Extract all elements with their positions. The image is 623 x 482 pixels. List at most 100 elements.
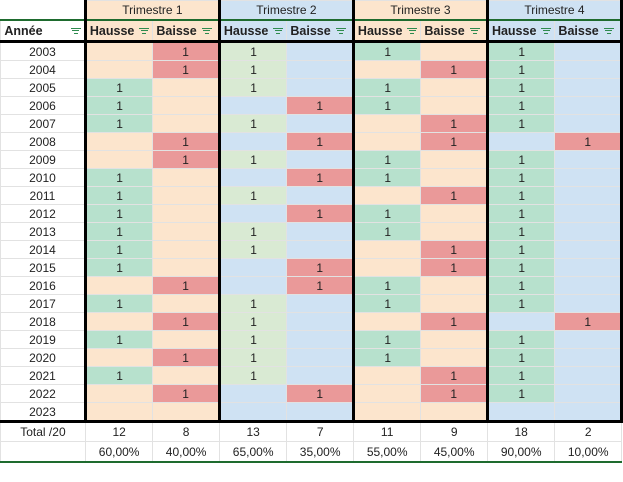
filter-icon[interactable] bbox=[202, 27, 212, 35]
baisse-cell[interactable] bbox=[152, 240, 221, 259]
hausse-cell[interactable] bbox=[83, 60, 154, 79]
year-cell[interactable]: 2014 bbox=[0, 240, 86, 259]
baisse-cell[interactable]: 1 bbox=[420, 240, 489, 259]
year-cell[interactable]: 2023 bbox=[0, 402, 86, 422]
column-header-baisse[interactable]: Baisse bbox=[420, 19, 489, 43]
baisse-cell[interactable] bbox=[152, 222, 221, 241]
total-cell[interactable]: 13 bbox=[218, 420, 288, 442]
hausse-cell[interactable]: 1 bbox=[485, 366, 556, 385]
hausse-cell[interactable]: 1 bbox=[83, 114, 154, 133]
baisse-cell[interactable] bbox=[554, 41, 623, 61]
filter-icon[interactable] bbox=[71, 27, 81, 35]
percentage-cell[interactable]: 60,00% bbox=[84, 441, 154, 463]
hausse-cell[interactable]: 1 bbox=[485, 96, 556, 115]
hausse-cell[interactable]: 1 bbox=[83, 240, 154, 259]
hausse-cell[interactable]: 1 bbox=[217, 222, 288, 241]
baisse-cell[interactable] bbox=[152, 366, 221, 385]
hausse-cell[interactable] bbox=[351, 258, 422, 277]
hausse-cell[interactable] bbox=[83, 132, 154, 151]
year-cell[interactable]: 2018 bbox=[0, 312, 86, 331]
baisse-cell[interactable] bbox=[554, 168, 623, 187]
column-header-hausse[interactable]: Hausse bbox=[485, 19, 556, 43]
baisse-cell[interactable]: 1 bbox=[286, 258, 355, 277]
hausse-cell[interactable] bbox=[351, 312, 422, 331]
hausse-cell[interactable] bbox=[83, 384, 154, 403]
baisse-cell[interactable] bbox=[152, 204, 221, 223]
baisse-cell[interactable] bbox=[286, 312, 355, 331]
baisse-cell[interactable] bbox=[286, 294, 355, 313]
hausse-cell[interactable]: 1 bbox=[485, 240, 556, 259]
hausse-cell[interactable] bbox=[217, 204, 288, 223]
hausse-cell[interactable] bbox=[217, 384, 288, 403]
hausse-cell[interactable]: 1 bbox=[217, 348, 288, 367]
hausse-cell[interactable]: 1 bbox=[83, 78, 154, 97]
hausse-cell[interactable] bbox=[83, 402, 154, 422]
baisse-cell[interactable] bbox=[286, 348, 355, 367]
total-label[interactable]: Total /20 bbox=[0, 420, 86, 442]
hausse-cell[interactable]: 1 bbox=[351, 96, 422, 115]
baisse-cell[interactable]: 1 bbox=[152, 348, 221, 367]
percentage-cell[interactable]: 90,00% bbox=[486, 441, 556, 463]
hausse-cell[interactable] bbox=[351, 402, 422, 422]
baisse-cell[interactable] bbox=[554, 60, 623, 79]
year-cell[interactable]: 2022 bbox=[0, 384, 86, 403]
baisse-cell[interactable]: 1 bbox=[420, 384, 489, 403]
hausse-cell[interactable]: 1 bbox=[217, 366, 288, 385]
hausse-cell[interactable]: 1 bbox=[485, 114, 556, 133]
baisse-cell[interactable]: 1 bbox=[286, 384, 355, 403]
baisse-cell[interactable]: 1 bbox=[554, 312, 623, 331]
year-cell[interactable]: 2015 bbox=[0, 258, 86, 277]
baisse-cell[interactable]: 1 bbox=[152, 41, 221, 61]
baisse-cell[interactable] bbox=[420, 222, 489, 241]
baisse-cell[interactable]: 1 bbox=[420, 114, 489, 133]
baisse-cell[interactable] bbox=[420, 168, 489, 187]
column-header-baisse[interactable]: Baisse bbox=[554, 19, 623, 43]
hausse-cell[interactable] bbox=[217, 96, 288, 115]
column-header-hausse[interactable]: Hausse bbox=[83, 19, 154, 43]
column-header-baisse[interactable]: Baisse bbox=[286, 19, 355, 43]
baisse-cell[interactable] bbox=[554, 150, 623, 169]
baisse-cell[interactable] bbox=[286, 78, 355, 97]
total-cell[interactable]: 8 bbox=[152, 420, 220, 442]
hausse-cell[interactable]: 1 bbox=[217, 41, 288, 61]
baisse-cell[interactable]: 1 bbox=[420, 186, 489, 205]
baisse-cell[interactable] bbox=[554, 78, 623, 97]
hausse-cell[interactable]: 1 bbox=[217, 312, 288, 331]
hausse-cell[interactable] bbox=[485, 312, 556, 331]
year-cell[interactable]: 2017 bbox=[0, 294, 86, 313]
total-cell[interactable]: 12 bbox=[84, 420, 154, 442]
hausse-cell[interactable]: 1 bbox=[83, 222, 154, 241]
baisse-cell[interactable] bbox=[286, 150, 355, 169]
column-header-hausse[interactable]: Hausse bbox=[351, 19, 422, 43]
hausse-cell[interactable] bbox=[83, 276, 154, 295]
hausse-cell[interactable]: 1 bbox=[83, 330, 154, 349]
baisse-cell[interactable] bbox=[420, 402, 489, 422]
hausse-cell[interactable] bbox=[217, 168, 288, 187]
percentage-cell[interactable]: 45,00% bbox=[420, 441, 488, 463]
hausse-cell[interactable]: 1 bbox=[351, 150, 422, 169]
baisse-cell[interactable] bbox=[152, 258, 221, 277]
hausse-cell[interactable]: 1 bbox=[83, 366, 154, 385]
baisse-cell[interactable] bbox=[152, 78, 221, 97]
baisse-cell[interactable] bbox=[286, 60, 355, 79]
baisse-cell[interactable] bbox=[286, 222, 355, 241]
baisse-cell[interactable] bbox=[554, 384, 623, 403]
hausse-cell[interactable]: 1 bbox=[485, 258, 556, 277]
percentage-cell[interactable]: 65,00% bbox=[218, 441, 288, 463]
baisse-cell[interactable] bbox=[152, 402, 221, 422]
hausse-cell[interactable]: 1 bbox=[351, 330, 422, 349]
baisse-cell[interactable]: 1 bbox=[420, 312, 489, 331]
hausse-cell[interactable]: 1 bbox=[485, 204, 556, 223]
hausse-cell[interactable]: 1 bbox=[485, 186, 556, 205]
hausse-cell[interactable] bbox=[351, 60, 422, 79]
filter-icon[interactable] bbox=[470, 27, 480, 35]
baisse-cell[interactable]: 1 bbox=[152, 384, 221, 403]
hausse-cell[interactable] bbox=[351, 114, 422, 133]
baisse-cell[interactable]: 1 bbox=[152, 60, 221, 79]
hausse-cell[interactable]: 1 bbox=[351, 204, 422, 223]
baisse-cell[interactable] bbox=[286, 402, 355, 422]
hausse-cell[interactable]: 1 bbox=[485, 276, 556, 295]
baisse-cell[interactable] bbox=[152, 168, 221, 187]
hausse-cell[interactable]: 1 bbox=[485, 168, 556, 187]
hausse-cell[interactable] bbox=[351, 132, 422, 151]
